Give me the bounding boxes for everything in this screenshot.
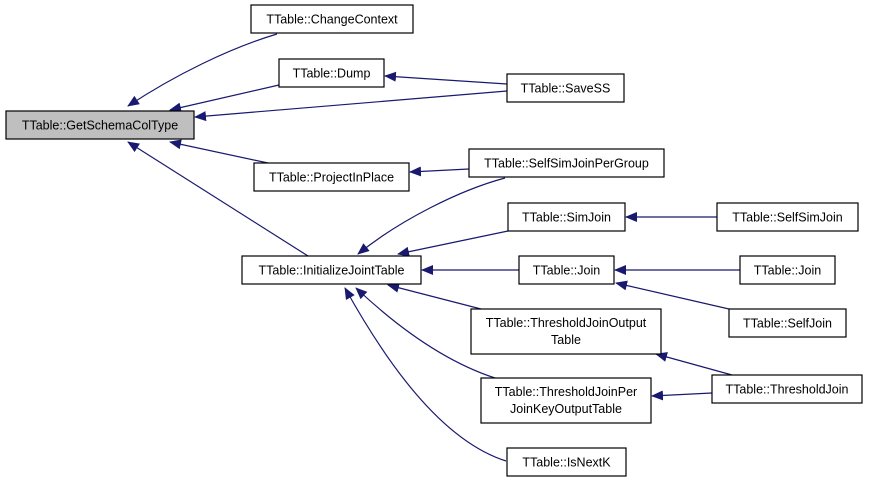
- node-join[interactable]: TTable::Join: [518, 255, 615, 285]
- node-label: TTable::IsNextK: [522, 456, 611, 470]
- node-dump[interactable]: TTable::Dump: [278, 58, 385, 88]
- edge-selfsimjoinpergroup-projectinplace: [409, 166, 470, 177]
- node-threshold-join-output-table[interactable]: TTable::ThresholdJoinOutput Table: [470, 308, 662, 355]
- node-label: TTable::ThresholdJoin: [726, 383, 849, 397]
- edge-thresholdjoinoutputtable-initializejointtable: [387, 282, 482, 310]
- node-label-line1: TTable::ThresholdJoinPer: [495, 385, 637, 399]
- node-label: TTable::SelfSimJoin: [732, 211, 843, 225]
- node-save-ss[interactable]: TTable::SaveSS: [506, 73, 625, 103]
- edge-projectinplace-getschemacoltype: [169, 139, 269, 164]
- edge-selfsimjoinpergroup-initializejointtable: [357, 177, 506, 255]
- node-label-line2: JoinKeyOutputTable: [510, 402, 622, 416]
- node-initialize-joint-table[interactable]: TTable::InitializeJointTable: [241, 255, 422, 285]
- node-label: TTable::Join: [533, 264, 600, 278]
- edge-dump-getschemacoltype: [169, 84, 280, 113]
- node-sim-join[interactable]: TTable::SimJoin: [507, 202, 626, 232]
- node-join-2[interactable]: TTable::Join: [739, 255, 836, 285]
- node-project-in-place[interactable]: TTable::ProjectInPlace: [253, 162, 410, 192]
- edge-selfjoin-join: [615, 280, 730, 310]
- edge-changecontext-getschemacoltype: [127, 33, 278, 107]
- node-self-sim-join-per-group[interactable]: TTable::SelfSimJoinPerGroup: [468, 148, 665, 178]
- node-label: TTable::ProjectInPlace: [269, 171, 394, 185]
- edge-thresholdjoin-thresholdjoinperjoinkeyoutputtable: [651, 390, 713, 401]
- edge-simjoin-initializejointtable: [397, 230, 509, 257]
- node-label: TTable::GetSchemaColType: [22, 119, 178, 133]
- edge-thresholdjoin-thresholdjoinoutputtable: [655, 352, 733, 376]
- node-self-join[interactable]: TTable::SelfJoin: [728, 308, 847, 338]
- node-label: TTable::SaveSS: [521, 82, 611, 96]
- edges: [127, 33, 740, 462]
- node-label: TTable::Dump: [293, 67, 371, 81]
- node-label-line1: TTable::ThresholdJoinOutput: [486, 316, 647, 330]
- node-label: TTable::InitializeJointTable: [259, 264, 405, 278]
- node-change-context[interactable]: TTable::ChangeContext: [250, 4, 414, 34]
- node-threshold-join-per-join-key-output-table[interactable]: TTable::ThresholdJoinPer JoinKeyOutputTa…: [480, 377, 652, 424]
- node-label-line2: Table: [551, 333, 581, 347]
- node-label: TTable::ChangeContext: [266, 13, 398, 27]
- edge-savess-dump: [384, 71, 508, 85]
- node-is-next-k[interactable]: TTable::IsNextK: [506, 447, 627, 477]
- node-self-sim-join[interactable]: TTable::SelfSimJoin: [716, 202, 859, 232]
- node-get-schema-col-type[interactable]: TTable::GetSchemaColType: [5, 110, 195, 140]
- node-threshold-join[interactable]: TTable::ThresholdJoin: [711, 374, 863, 404]
- edge-initializejointtable-getschemacoltype: [127, 141, 309, 257]
- node-label: TTable::Join: [754, 264, 821, 278]
- node-label: TTable::SimJoin: [522, 211, 611, 225]
- edge-thresholdjoinperjoinkeyoutputtable-initializejointtable: [355, 287, 496, 379]
- node-label: TTable::SelfJoin: [743, 317, 832, 331]
- edge-savess-getschemacoltype: [194, 90, 508, 122]
- node-label: TTable::SelfSimJoinPerGroup: [484, 157, 649, 171]
- edge-isnextk-initializejointtable: [344, 287, 507, 462]
